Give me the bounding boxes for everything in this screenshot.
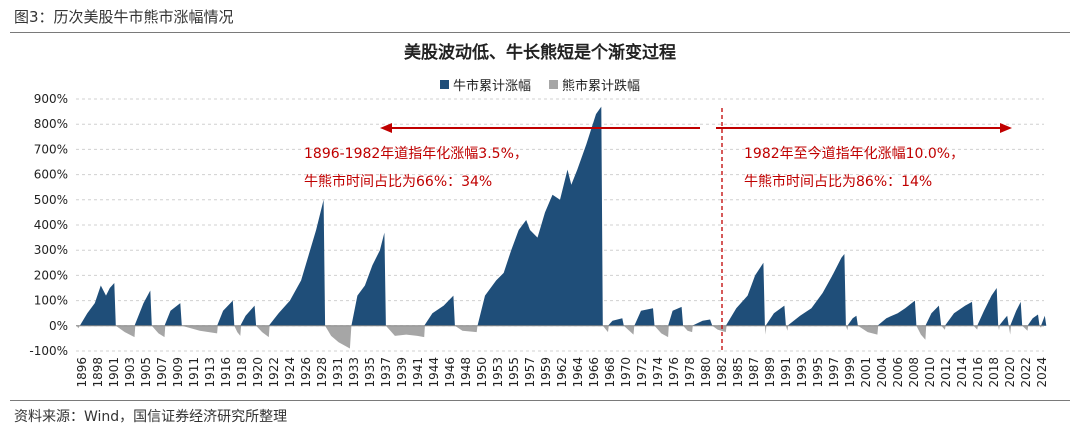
y-tick-label: 300%	[34, 243, 68, 257]
x-tick-label: 1911	[187, 357, 201, 388]
y-tick-label: 600%	[34, 168, 68, 182]
x-tick-label: 1937	[379, 357, 393, 388]
x-tick-label: 1970	[619, 357, 633, 388]
y-tick-label: -100%	[29, 344, 68, 358]
x-tick-label: 2006	[891, 357, 905, 388]
x-tick-label: 2008	[907, 357, 921, 388]
x-tick-label: 1966	[587, 357, 601, 388]
x-tick-label: 2012	[939, 357, 953, 388]
y-tick-label: 700%	[34, 142, 68, 156]
legend-item-bear: 熊市累计跌幅	[549, 75, 640, 94]
x-tick-label: 1993	[795, 357, 809, 388]
legend-label-bear: 熊市累计跌幅	[562, 79, 641, 94]
right-annotation-line2: 牛熊市时间占比为86%：14%	[744, 173, 932, 190]
y-tick-label: 0%	[49, 319, 68, 333]
x-tick-label: 1968	[603, 357, 617, 388]
x-tick-label: 1944	[427, 357, 441, 388]
top-divider	[10, 32, 1070, 33]
x-tick-label: 2024	[1035, 357, 1049, 388]
x-tick-label: 2020	[1003, 357, 1017, 388]
x-tick-label: 1918	[235, 357, 249, 388]
y-tick-label: 800%	[34, 117, 68, 131]
bull-market-area	[79, 106, 1047, 326]
x-tick-label: 1909	[171, 357, 185, 388]
x-tick-label: 1962	[555, 357, 569, 388]
chart-title: 美股波动低、牛长熊短是个渐变过程	[404, 43, 676, 63]
x-tick-label: 1991	[779, 357, 793, 388]
left-era-arrowhead	[380, 123, 392, 133]
left-annotation-line2: 牛熊市时间占比为66%：34%	[304, 173, 492, 190]
x-tick-label: 1978	[683, 357, 697, 388]
x-tick-label: 2016	[971, 357, 985, 388]
x-tick-label: 1974	[651, 357, 665, 388]
x-tick-label: 1935	[363, 357, 377, 388]
x-tick-label: 1999	[843, 357, 857, 388]
y-tick-label: 400%	[34, 218, 68, 232]
x-tick-label: 1989	[763, 357, 777, 388]
bottom-divider	[10, 400, 1070, 401]
right-annotation-line1: 1982年至今道指年化涨幅10.0%，	[744, 146, 964, 162]
x-tick-label: 1964	[571, 357, 585, 388]
x-tick-label: 1985	[731, 357, 745, 388]
x-tick-label: 1987	[747, 357, 761, 388]
x-tick-label: 1928	[315, 357, 329, 388]
x-tick-label: 1922	[267, 357, 281, 388]
x-tick-label: 1948	[459, 357, 473, 388]
right-era-arrowhead	[1000, 123, 1012, 133]
x-tick-label: 2018	[987, 357, 1001, 388]
x-tick-label: 1905	[139, 357, 153, 388]
legend-swatch-bull	[439, 80, 449, 89]
x-tick-label: 1913	[203, 357, 217, 388]
source-note: 资料来源：Wind，国信证券经济研究所整理	[14, 409, 288, 425]
x-tick-label: 2022	[1019, 357, 1033, 388]
legend-item-bull: 牛市累计涨幅	[439, 75, 531, 94]
x-tick-label: 1982	[715, 357, 729, 388]
bear-market-area	[76, 325, 1042, 349]
x-tick-label: 1957	[523, 357, 537, 388]
y-tick-label: 200%	[34, 268, 68, 282]
y-tick-label: 500%	[34, 193, 68, 207]
x-tick-label: 1997	[827, 357, 841, 388]
y-tick-label: 100%	[34, 294, 68, 308]
figure-caption: 图3：历次美股牛市熊市涨幅情况	[14, 8, 234, 26]
y-tick-label: 900%	[34, 92, 68, 106]
x-tick-label: 1931	[331, 357, 345, 388]
legend-swatch-bear	[549, 80, 558, 89]
x-tick-label: 1950	[475, 357, 489, 388]
x-tick-label: 1933	[347, 357, 361, 388]
x-tick-label: 1916	[219, 357, 233, 388]
x-tick-label: 1976	[667, 357, 681, 388]
x-tick-label: 1896	[75, 357, 89, 388]
x-tick-label: 1920	[251, 357, 265, 388]
x-tick-label: 1898	[91, 357, 105, 388]
x-tick-label: 1995	[811, 357, 825, 388]
x-tick-label: 1901	[107, 357, 121, 388]
chart-legend: 牛市累计涨幅 熊市累计跌幅	[0, 75, 1080, 94]
x-tick-label: 2010	[923, 357, 937, 388]
x-tick-label: 2004	[875, 357, 889, 388]
x-tick-label: 1941	[411, 357, 425, 388]
x-tick-label: 1939	[395, 357, 409, 388]
x-tick-label: 1980	[699, 357, 713, 388]
x-tick-label: 1924	[283, 357, 297, 388]
x-tick-label: 1946	[443, 357, 457, 388]
x-tick-label: 1926	[299, 357, 313, 388]
legend-label-bull: 牛市累计涨幅	[452, 79, 531, 94]
x-tick-label: 1955	[507, 357, 521, 388]
x-tick-label: 1953	[491, 357, 505, 388]
x-tick-label: 1972	[635, 357, 649, 388]
x-tick-label: 2001	[859, 357, 873, 388]
x-tick-label: 1959	[539, 357, 553, 388]
x-tick-label: 1907	[155, 357, 169, 388]
left-annotation-line1: 1896-1982年道指年化涨幅3.5%，	[304, 146, 528, 162]
x-tick-label: 1903	[123, 357, 137, 388]
x-tick-label: 2014	[955, 357, 969, 388]
